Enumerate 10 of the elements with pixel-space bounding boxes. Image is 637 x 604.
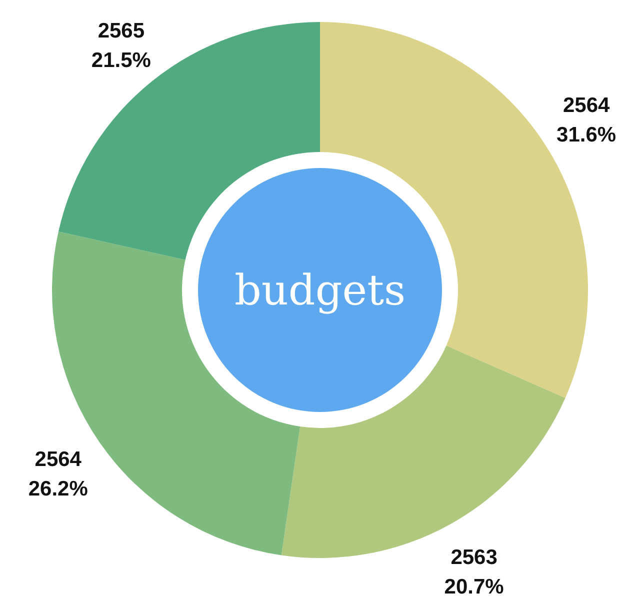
- data-label: 26.2%: [28, 478, 88, 501]
- slice-label: 2564: [562, 94, 610, 118]
- text: budgets: [234, 266, 406, 315]
- data-label: 21.5%: [91, 49, 152, 72]
- slice-label: 2563: [450, 546, 498, 569]
- donut-slice: [58, 22, 320, 260]
- data-label: 31.6%: [556, 123, 616, 146]
- slice-label: 2564: [34, 448, 82, 472]
- slice-label: 2565: [98, 20, 145, 43]
- data-label: 20.7%: [444, 575, 504, 598]
